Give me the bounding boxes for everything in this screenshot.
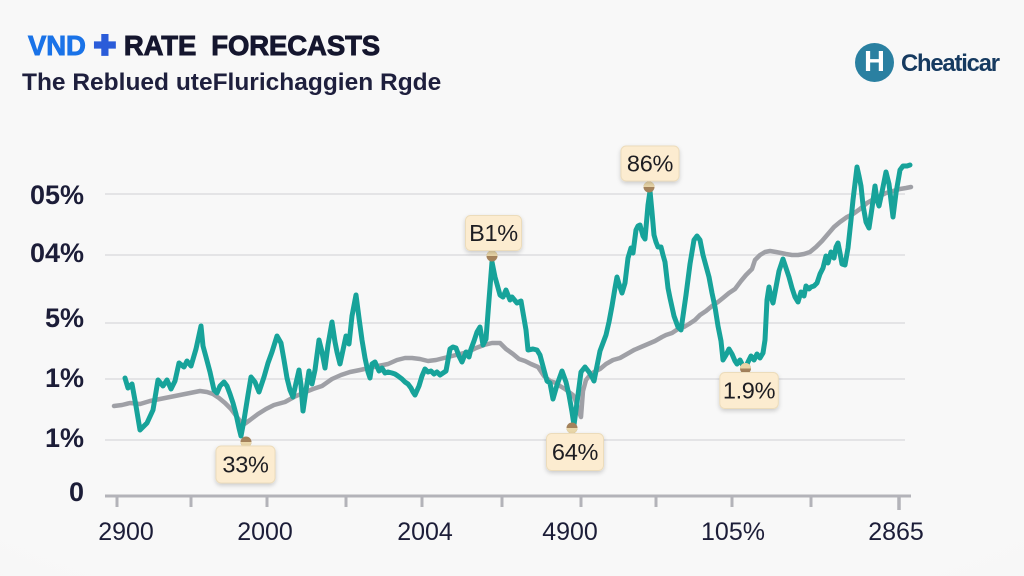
svg-text:105%: 105% bbox=[701, 518, 765, 546]
svg-text:04%: 04% bbox=[30, 238, 84, 268]
svg-text:2900: 2900 bbox=[98, 518, 154, 546]
svg-text:0: 0 bbox=[69, 477, 84, 507]
svg-text:64%: 64% bbox=[552, 439, 599, 465]
svg-text:05%: 05% bbox=[30, 180, 84, 210]
svg-text:1%: 1% bbox=[45, 363, 84, 393]
svg-text:86%: 86% bbox=[627, 151, 674, 177]
svg-text:B1%: B1% bbox=[469, 220, 518, 246]
svg-text:2865: 2865 bbox=[868, 518, 924, 546]
svg-text:5%: 5% bbox=[45, 303, 84, 333]
svg-text:33%: 33% bbox=[222, 452, 269, 478]
svg-text:1%: 1% bbox=[45, 423, 84, 453]
svg-text:2000: 2000 bbox=[237, 518, 293, 546]
svg-text:1.9%: 1.9% bbox=[723, 378, 776, 404]
svg-text:4900: 4900 bbox=[542, 518, 598, 546]
svg-text:2004: 2004 bbox=[397, 518, 453, 546]
